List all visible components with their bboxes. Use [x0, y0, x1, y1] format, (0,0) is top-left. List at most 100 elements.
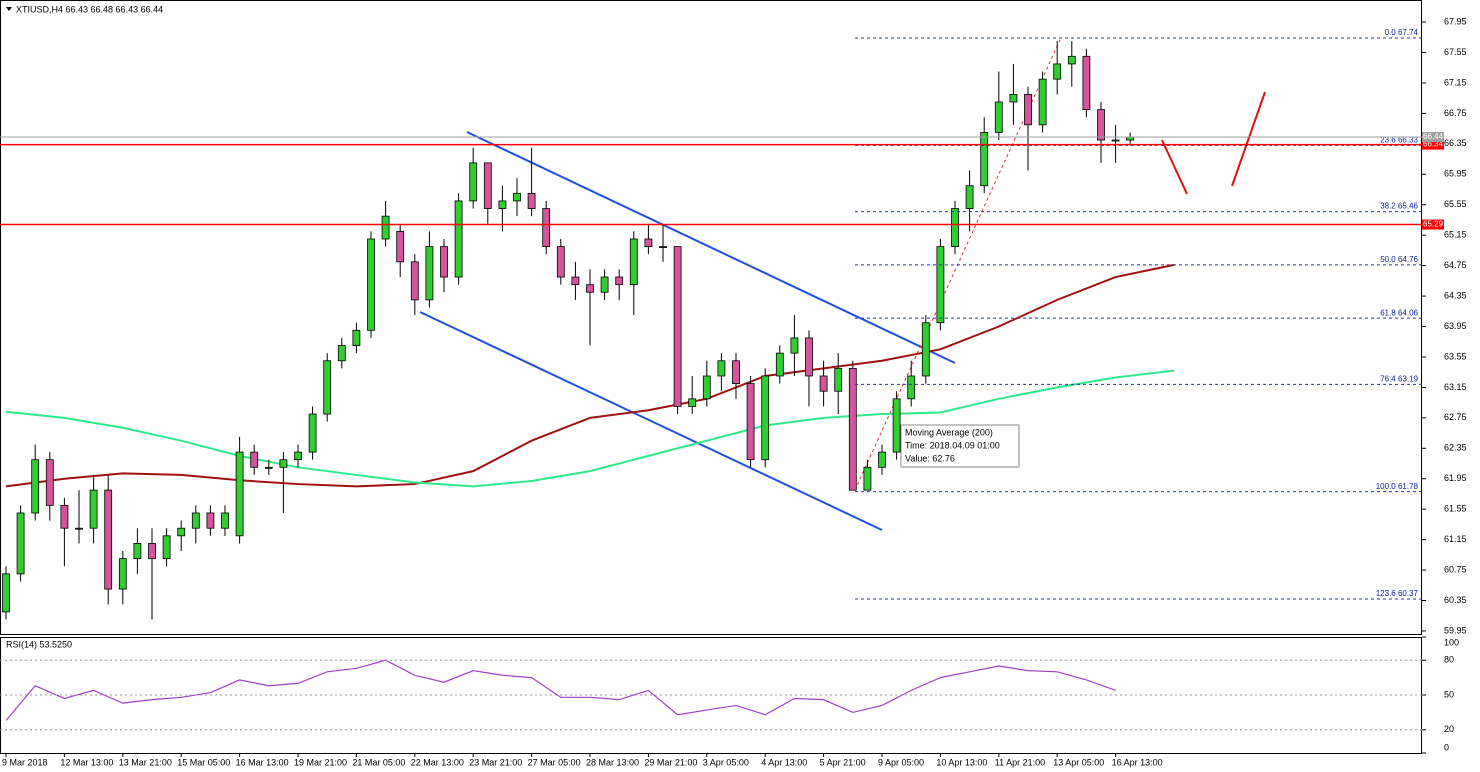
moving-average [5, 369, 1175, 488]
price-label-box [1422, 131, 1444, 142]
candle-body [337, 345, 346, 362]
candle-body [498, 200, 507, 209]
candle-body [1097, 109, 1105, 141]
x-tick-label: 23 Mar 21:00 [469, 757, 522, 767]
candle-body [1082, 55, 1091, 110]
candle-body [75, 527, 83, 530]
y-tick-label: 60.75 [1444, 564, 1467, 574]
candle-body [805, 337, 813, 377]
candle-body [702, 375, 711, 400]
candle-body [469, 162, 478, 202]
candle-body [994, 101, 1003, 133]
candle-body [921, 322, 930, 377]
candle-body [118, 558, 127, 590]
rsi-line [5, 659, 1116, 721]
candle-body [440, 246, 448, 278]
candle-body [177, 527, 186, 537]
candle-body [133, 543, 142, 560]
channel-lower [419, 311, 883, 531]
main-frame [0, 0, 1422, 635]
candle-body [527, 192, 536, 209]
y-tick-label: 64.35 [1444, 290, 1467, 300]
candle-body [542, 208, 551, 247]
candle-body [673, 246, 682, 407]
y-tick-label: 62.75 [1444, 412, 1467, 422]
candle-body [732, 360, 740, 384]
fib-label: 23.6 66.33 [1380, 135, 1418, 144]
candle-body [279, 459, 288, 468]
candle-body [571, 276, 580, 286]
x-tick-label: 10 Apr 13:00 [936, 757, 987, 767]
candle-body [1067, 55, 1076, 65]
fib-label: 100.0 61.78 [1376, 482, 1419, 491]
x-tick-label: 22 Mar 13:00 [411, 757, 464, 767]
candle-body [264, 466, 273, 469]
price-label-box [1422, 219, 1444, 230]
x-tick-label: 9 Apr 05:00 [878, 757, 924, 767]
candle-body [556, 246, 565, 278]
x-tick-label: 9 Mar 2018 [2, 757, 48, 767]
price-label-box [1422, 139, 1444, 150]
candle-body [381, 215, 390, 240]
x-tick-label: 13 Mar 21:00 [119, 757, 172, 767]
rsi-tick-label: 80 [1444, 655, 1454, 665]
y-tick-label: 65.55 [1444, 199, 1467, 209]
candle-body [162, 535, 171, 560]
y-tick-label: 60.35 [1444, 595, 1467, 605]
x-tick-label: 21 Mar 05:00 [352, 757, 405, 767]
candle-body [600, 276, 609, 293]
candle-body [951, 208, 959, 247]
candle-body [104, 489, 113, 590]
tooltip-value: Value: 62.76 [905, 453, 955, 463]
candle-body [878, 451, 886, 468]
x-tick-label: 13 Apr 05:00 [1053, 757, 1104, 767]
candle-body [775, 352, 784, 377]
x-tick-label: 3 Apr 05:00 [703, 757, 749, 767]
y-tick-label: 66.35 [1444, 138, 1467, 148]
candle-body [1038, 78, 1047, 126]
x-tick-label: 16 Apr 13:00 [1112, 757, 1163, 767]
candle-body [191, 512, 200, 529]
y-tick-label: 65.95 [1444, 169, 1467, 179]
candle-body [294, 451, 302, 461]
channel-upper [466, 131, 956, 364]
candle-body [45, 459, 54, 506]
candle-body [688, 398, 697, 407]
candle-body [819, 375, 828, 392]
y-tick-label: 67.95 [1444, 16, 1467, 26]
candle-body [513, 192, 521, 202]
y-tick-label: 63.95 [1444, 321, 1467, 331]
x-tick-label: 15 Mar 05:00 [177, 757, 230, 767]
y-tick-label: 67.55 [1444, 47, 1467, 57]
rsi-title: RSI(14) 53.5250 [6, 639, 72, 649]
candle-body [1024, 93, 1032, 126]
plot-layer [2, 41, 1175, 721]
candle-body [1009, 93, 1018, 103]
candle-body [644, 238, 653, 247]
x-tick-label: 16 Mar 13:00 [236, 757, 289, 767]
candle-body [586, 284, 594, 293]
x-tick-label: 28 Mar 13:00 [586, 757, 639, 767]
fib-label: 61.8 64.06 [1380, 308, 1418, 317]
candle-body [965, 185, 974, 209]
candle-body [848, 367, 857, 491]
y-tick-label: 64.75 [1444, 260, 1467, 270]
fib-label: 0.0 67.74 [1385, 28, 1419, 37]
x-tick-label: 4 Apr 13:00 [761, 757, 807, 767]
candle-body [235, 451, 244, 537]
candle-body [454, 200, 463, 278]
y-tick-label: 61.55 [1444, 504, 1467, 514]
fib-label: 50.0 64.76 [1380, 255, 1418, 264]
candle-body [60, 504, 69, 529]
y-tick-label: 65.15 [1444, 230, 1467, 240]
price-label: 65.29 [1423, 220, 1444, 229]
moving-average [5, 263, 1175, 488]
candle-body [221, 512, 229, 529]
y-tick-label: 67.15 [1444, 77, 1467, 87]
candle-body [89, 489, 98, 529]
candle-body [367, 238, 375, 331]
x-tick-label: 12 Mar 13:00 [60, 757, 113, 767]
tooltip-title: Moving Average (200) [905, 427, 993, 437]
